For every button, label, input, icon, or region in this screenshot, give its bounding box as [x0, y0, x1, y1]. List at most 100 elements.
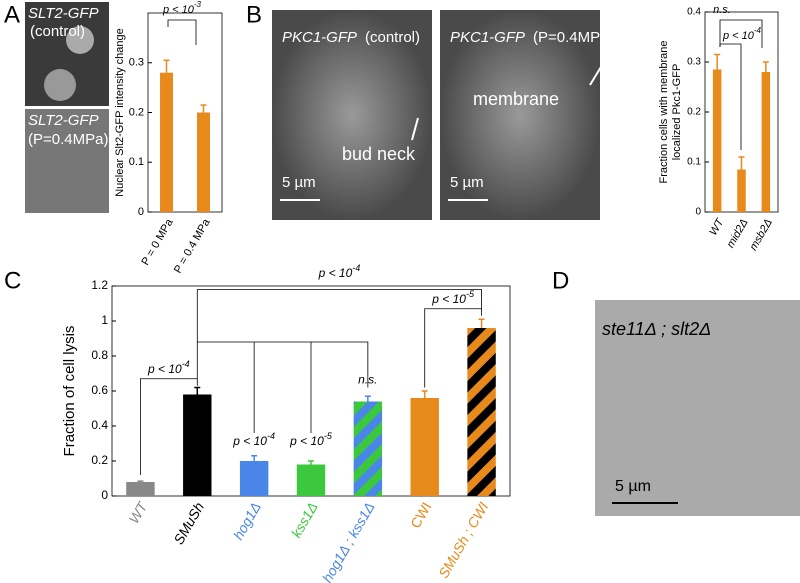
scale-label: 5 µm [282, 174, 316, 191]
image-label: (P=0.4MPa) [28, 131, 108, 148]
bracket [168, 20, 196, 45]
image-label: (control) [365, 29, 420, 46]
p-value-text: p < 10 [147, 362, 182, 376]
bar [354, 402, 382, 497]
p-value-text: p < 10 [232, 434, 267, 448]
p-value: p < 10-4 [722, 26, 762, 42]
y-axis-label: localized Pkc1-GFP [671, 64, 683, 161]
bracket [197, 342, 368, 388]
p-value: p < 10-3 [162, 0, 202, 16]
p-value-text: p < 10 [318, 266, 353, 280]
p-value-exponent: -4 [267, 431, 275, 441]
image-label: (P=0.4MPa) [533, 29, 613, 46]
bar [411, 398, 439, 496]
panel-letter: C [4, 267, 21, 294]
image-label: ste11Δ ; slt2Δ [602, 319, 711, 339]
x-tick-label: mid2Δ [725, 217, 751, 250]
y-tick-label: 0.6 [91, 383, 108, 397]
p-value-exponent: -4 [352, 263, 360, 273]
micrograph-d: ste11Δ ; slt2Δ 5 µm [595, 300, 800, 516]
p-value: n.s. [713, 4, 731, 16]
p-value-text: n.s. [358, 373, 377, 387]
y-tick-label: 0.4 [91, 418, 108, 432]
scale-label: 5 µm [450, 174, 484, 191]
p-value: p < 10-5 [289, 431, 333, 448]
y-tick-label: 0.2 [129, 106, 144, 118]
bar [297, 465, 325, 497]
p-value-exponent: -5 [324, 431, 333, 441]
y-tick-label: 0.2 [91, 453, 108, 467]
micrograph-b1: PKC1-GFP (control) bud neck 5 µm [272, 10, 432, 220]
error-bar [194, 388, 200, 395]
p-value: p < 10-4 [318, 263, 361, 280]
panel-letter: B [246, 1, 262, 28]
y-tick-label: 0.2 [687, 107, 701, 118]
p-value: p < 10-4 [232, 431, 275, 448]
p-value-exponent: -5 [466, 289, 475, 299]
y-tick-label: 1 [101, 313, 108, 327]
y-tick-label: 0.3 [687, 57, 701, 68]
panel-letter: D [552, 267, 569, 294]
plot-frame [148, 13, 222, 212]
image-annotation: membrane [473, 89, 559, 109]
micrograph-b2: PKC1-GFP (P=0.4MPa) membrane 5 µm [440, 10, 613, 220]
y-tick-label: 0 [101, 488, 108, 502]
image-label: SLT2-GFP [28, 5, 99, 22]
error-bar [251, 456, 257, 461]
bar [713, 70, 722, 213]
p-value-text: p < 10 [431, 292, 466, 306]
error-bar [308, 461, 314, 465]
y-tick-label: 0 [695, 207, 701, 218]
bar [126, 482, 154, 496]
error-bar [164, 60, 170, 72]
y-axis-label: Fraction cells with membrane [658, 40, 670, 183]
y-tick-label: 0.8 [91, 348, 108, 362]
micrograph-a2: SLT2-GFP (P=0.4MPa) [25, 109, 109, 213]
error-bar [763, 62, 769, 72]
p-value-exponent: -3 [194, 0, 202, 9]
y-tick-label: 0.1 [687, 157, 701, 168]
y-tick-label: 0.4 [687, 7, 701, 18]
error-bar [714, 55, 720, 70]
p-value-text: n.s. [713, 4, 731, 16]
x-tick-label: WT [707, 216, 727, 238]
image-label: PKC1-GFP [282, 29, 357, 46]
bar [160, 73, 173, 212]
bar [737, 170, 746, 213]
micrograph-a1: SLT2-GFP (control) [25, 2, 109, 106]
x-tick-label: kss1Δ [288, 499, 321, 540]
y-axis-label: Fraction of cell lysis [61, 326, 78, 457]
error-bar [201, 105, 207, 112]
error-bar [479, 319, 485, 328]
x-tick-label: SMuSh [170, 499, 207, 547]
bar [183, 395, 211, 497]
p-value: p < 10-5 [431, 289, 475, 306]
y-tick-label: 1.2 [91, 278, 108, 292]
p-value: p < 10-4 [147, 359, 190, 376]
y-axis-label: Nuclear Slt2-GFP intensity change [114, 28, 126, 197]
error-bar [365, 396, 371, 401]
p-value-text: p < 10 [722, 30, 755, 42]
bar [762, 72, 771, 212]
error-bar [137, 481, 143, 482]
x-tick-label: msb2Δ [747, 217, 775, 253]
bracket [720, 44, 741, 150]
x-tick-label: P = 0.4 MPa [172, 216, 213, 275]
error-bar [739, 157, 745, 170]
x-tick-label: hog1Δ ; kss1Δ [319, 499, 378, 583]
scale-label: 5 µm [615, 478, 651, 495]
p-value-text: p < 10 [289, 434, 324, 448]
x-tick-label: CWI [407, 499, 434, 531]
image-label: SLT2-GFP [28, 112, 99, 129]
error-bar [422, 391, 428, 398]
image-label: (control) [30, 23, 85, 40]
x-tick-label: P = 0 MPa [139, 216, 176, 267]
p-value: n.s. [358, 373, 377, 387]
p-value-text: p < 10 [162, 4, 195, 16]
y-tick-label: 0.1 [129, 156, 144, 168]
x-tick-label: hog1Δ [230, 499, 264, 542]
bar [240, 461, 268, 496]
y-tick-label: 0 [138, 206, 144, 218]
y-tick-label: 0.3 [129, 57, 144, 69]
